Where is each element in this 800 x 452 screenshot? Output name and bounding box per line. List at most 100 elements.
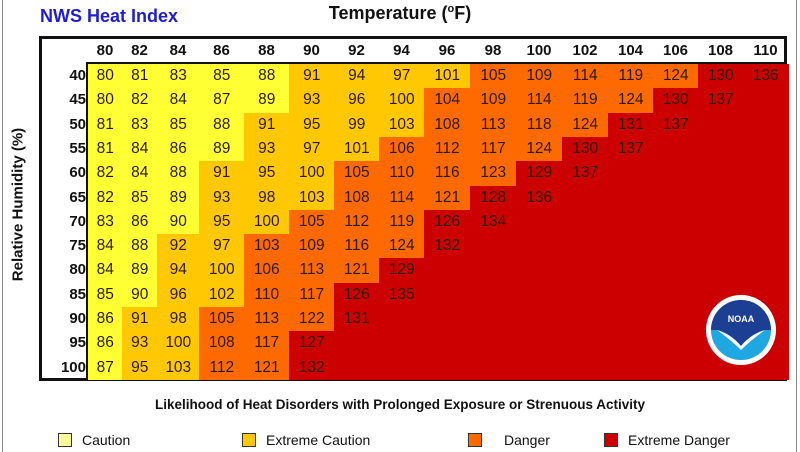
x-tick-label: 90 [303,42,320,59]
heat-index-cell: 100 [157,331,200,357]
heat-index-cell [334,355,380,381]
heat-index-cell: 83 [157,64,200,89]
heat-index-cell: 132 [289,355,335,381]
x-tick-label: 102 [572,42,598,59]
heat-index-cell: 91 [199,161,245,186]
footer-note: Likelihood of Heat Disorders with Prolon… [154,397,646,412]
heat-index-cell [743,112,789,138]
heat-index-cell [516,234,563,259]
heat-index-cell: 93 [244,136,290,162]
heat-index-cell: 97 [379,64,425,89]
heat-index-cell: 132 [424,234,471,259]
heat-index-cell: 131 [608,112,654,138]
heat-index-cell: 137 [562,161,609,186]
heat-index-cell: 112 [334,209,380,235]
heat-index-cell: 105 [289,209,335,235]
heat-index-cell [562,258,609,284]
x-tick-label: 92 [348,42,365,59]
heat-index-cell: 129 [379,258,425,284]
heat-index-cell: 90 [122,282,158,308]
heat-index-cell: 96 [157,282,200,308]
y-tick-label: 65 [69,188,86,206]
heat-index-cell: 116 [334,234,380,259]
heat-index-cell: 86 [88,307,123,332]
heat-index-cell [424,307,471,332]
heat-index-cell: 131 [334,307,380,332]
legend-item-extreme_caution: Extreme Caution [242,432,370,448]
heat-index-cell: 112 [199,355,245,381]
heat-index-cell: 89 [244,88,290,114]
heat-index-cell: 130 [562,136,609,162]
heat-index-cell [562,234,609,259]
y-tick-label: 100 [60,358,86,376]
heat-index-cell: 95 [289,112,335,138]
heat-index-cell: 122 [289,307,335,332]
heat-index-cell: 135 [379,282,425,308]
heat-index-cell [379,307,425,332]
heat-index-cell: 94 [157,258,200,284]
heat-index-cell: 81 [88,136,123,162]
x-tick-label: 82 [131,42,148,59]
heat-index-cell: 130 [698,64,744,89]
heat-index-cell: 119 [379,209,425,235]
legend-swatch [242,433,256,447]
y-tick-label: 60 [69,164,86,182]
x-tick-label: 98 [484,42,502,59]
y-tick-label: 50 [69,115,86,133]
heat-index-cell: 89 [199,136,245,162]
heat-index-cell [653,185,699,211]
heat-index-cell: 124 [562,112,609,138]
heat-index-cell: 100 [379,88,425,114]
heat-index-cell [608,355,654,381]
heat-index-cell [653,161,699,186]
heat-index-cell: 128 [470,185,517,211]
heat-index-cell: 102 [199,282,245,308]
x-tick-label: 96 [438,42,456,59]
heat-index-cell [516,331,563,357]
heat-index-cell [653,282,699,308]
heat-index-cell: 81 [88,112,123,138]
heat-index-cell: 108 [424,112,471,138]
heat-index-cell: 95 [199,209,245,235]
heat-index-cell: 94 [334,64,380,89]
chart-title: NWS Heat Index [40,6,179,26]
heat-index-cell: 126 [334,282,380,308]
heat-index-cell: 112 [424,136,471,162]
heat-index-cell: 127 [289,331,335,357]
heat-index-cell [379,355,425,381]
heat-index-cell: 86 [88,331,123,357]
heat-index-cell [608,282,654,308]
heat-index-cell: 136 [516,185,563,211]
heat-index-cell: 119 [562,88,609,114]
heat-index-cell: 88 [157,161,200,186]
heat-index-cell: 105 [470,64,517,89]
heat-index-cell: 92 [157,234,200,259]
heat-index-cell [424,258,471,284]
heat-index-cell [379,331,425,357]
heat-index-cell: 84 [88,258,123,284]
heat-index-cell: 88 [244,64,290,89]
heat-index-cell [470,258,517,284]
heat-index-cell: 106 [244,258,290,284]
noaa-logo: NOAA [706,295,776,365]
heat-index-cell [653,136,699,162]
heat-index-cell [698,185,744,211]
heat-index-cell: 104 [424,88,471,114]
heat-index-cell: 109 [289,234,335,259]
heat-index-cell [608,209,654,235]
x-tick-label: 104 [617,42,644,59]
heat-index-cell: 123 [470,161,517,186]
heat-index-cell: 124 [379,234,425,259]
y-tick-label: 55 [69,139,86,157]
heat-index-cell [743,185,789,211]
heat-index-cell: 100 [289,161,335,186]
heat-index-cell: 113 [289,258,335,284]
heat-index-cell: 84 [122,161,158,186]
heat-index-cell [470,307,517,332]
heat-index-cell: 101 [424,64,471,89]
heat-index-cell [608,258,654,284]
heat-index-cell [470,355,517,381]
heat-index-cell [424,355,471,381]
heat-index-cell [653,258,699,284]
